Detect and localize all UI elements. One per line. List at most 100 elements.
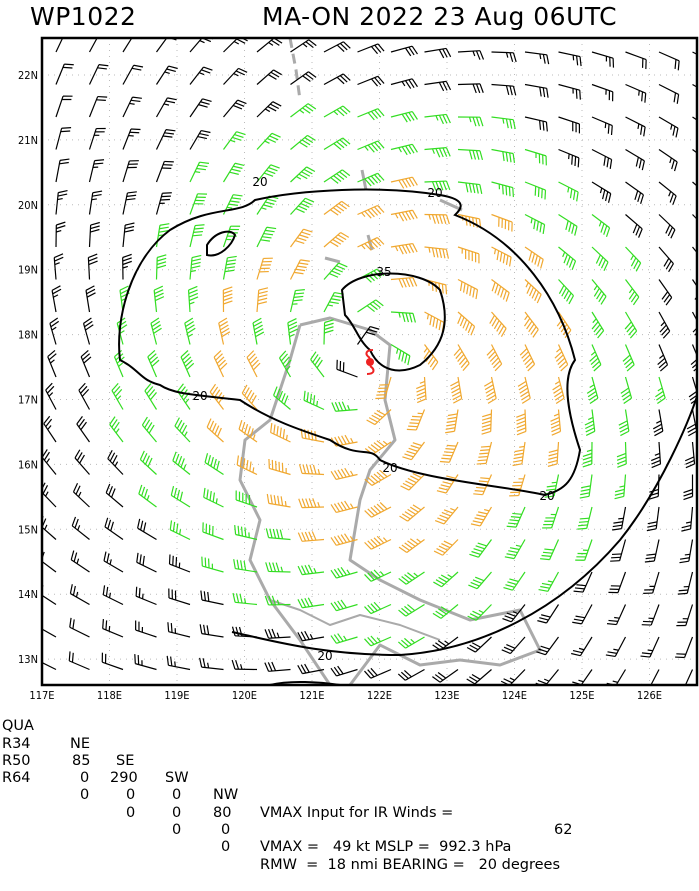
wind-barb — [324, 293, 344, 312]
wind-barb — [123, 223, 134, 247]
wind-barb — [103, 619, 123, 637]
wind-barb — [324, 42, 350, 52]
contour-35 — [342, 274, 445, 371]
contour-label: 20 — [252, 175, 267, 189]
wind-barb — [90, 65, 109, 85]
wind-barb — [190, 255, 201, 279]
cell: 0 — [221, 839, 230, 856]
cell: 0 — [172, 787, 181, 804]
wind-barb — [458, 84, 483, 93]
wind-barb — [190, 67, 212, 84]
wind-barb — [304, 391, 324, 410]
lat-label: 14N — [18, 588, 38, 601]
wind-barb — [651, 442, 660, 468]
wind-barb — [400, 505, 425, 521]
wind-barb — [203, 522, 224, 539]
wind-barb — [492, 215, 513, 232]
row-label: R64 — [2, 770, 31, 787]
contour-20-small — [207, 232, 235, 256]
wind-barb — [224, 195, 243, 215]
wind-barb — [559, 150, 579, 168]
wind-barb — [324, 170, 350, 184]
wind-barb — [56, 96, 73, 117]
wind-barb — [266, 562, 291, 572]
wind-barb — [559, 280, 574, 304]
wind-barb — [559, 247, 576, 270]
wind-barb — [69, 651, 89, 669]
wind-barb — [626, 280, 639, 305]
wind-barb — [148, 350, 159, 377]
wind-barb — [458, 51, 483, 60]
wind-barb — [425, 312, 444, 332]
wind-barb — [138, 519, 157, 540]
lat-label: 16N — [18, 458, 38, 471]
wind-barb — [324, 233, 349, 247]
wind-barb — [298, 598, 324, 608]
wind-barb — [391, 144, 417, 155]
wind-barb — [214, 351, 227, 377]
wind-barb — [331, 468, 357, 479]
wind-barb — [90, 33, 110, 52]
wind-barb — [615, 475, 626, 499]
wind-barb — [224, 68, 248, 84]
wind-barb — [90, 191, 103, 214]
wind-barb — [123, 192, 137, 215]
wind-barb — [676, 605, 692, 626]
wind-barb — [190, 162, 209, 182]
wind-barb — [204, 488, 224, 507]
wind-barb — [435, 507, 458, 524]
cell: 0 — [172, 822, 181, 839]
wind-barb — [445, 410, 458, 433]
wind-barb — [487, 345, 502, 371]
vmax-input-value: 62 — [554, 822, 572, 839]
wind-barb — [108, 450, 123, 474]
cell: 0 — [126, 787, 135, 804]
wind-barb — [56, 191, 68, 215]
wind-barb — [324, 106, 350, 117]
wind-barb — [492, 280, 510, 302]
wind-barb — [416, 377, 426, 403]
wind-barb — [190, 225, 205, 247]
wind-barb — [299, 464, 324, 474]
wind-barb — [391, 79, 417, 89]
wind-barb — [399, 539, 424, 553]
wind-barb — [490, 312, 506, 337]
table-row: R64 0 0 0 0 RMW = 18 nmi BEARING = 20 de… — [2, 753, 20, 770]
wind-barb — [391, 210, 417, 221]
table-row: R50 0 0 0 0 VMAX = 49 kt MSLP = 992.3 hP… — [2, 736, 20, 753]
wind-barb — [358, 141, 385, 152]
wind-barb — [142, 417, 156, 442]
wind-barb — [525, 52, 549, 64]
wind-barb — [617, 442, 626, 467]
wind-barb — [157, 130, 176, 150]
wind-barb — [507, 507, 525, 527]
wind-barb — [105, 518, 123, 540]
wind-barb — [291, 72, 317, 85]
wind-barb — [324, 138, 350, 150]
wind-barb — [173, 452, 190, 475]
lat-label: 22N — [18, 69, 38, 82]
wind-barb — [469, 540, 491, 558]
wind-barb — [90, 223, 100, 247]
lon-label: 117E — [29, 689, 54, 700]
wind-barb — [647, 507, 659, 531]
wind-barb — [200, 624, 223, 637]
wind-barb — [331, 666, 358, 676]
wind-barb — [224, 100, 247, 117]
wind-barb — [324, 201, 349, 215]
wind-barb — [583, 442, 592, 467]
wind-barb — [269, 459, 291, 475]
wind-barb — [169, 588, 190, 604]
wind-barb — [641, 637, 659, 657]
wind-barb — [123, 33, 144, 52]
wind-barb — [402, 442, 424, 460]
wind-barb — [626, 182, 644, 204]
wind-barb — [170, 555, 190, 572]
wind-barb — [202, 557, 224, 572]
wind-barb — [407, 410, 425, 430]
wind-barb — [592, 150, 612, 169]
wind-barb — [123, 129, 141, 149]
wind-barb — [525, 150, 546, 166]
wind-barb — [56, 159, 69, 182]
wind-barb — [56, 64, 74, 84]
